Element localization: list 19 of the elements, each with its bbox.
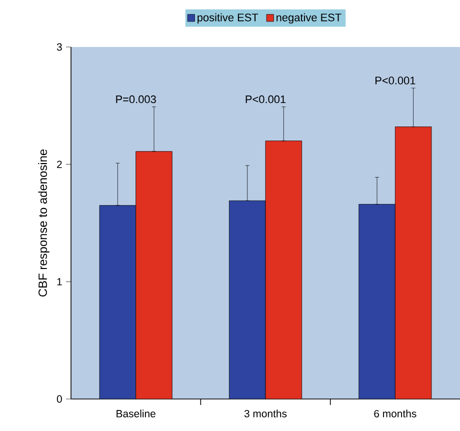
bar bbox=[99, 205, 136, 399]
y-tick-label: 1 bbox=[57, 278, 62, 286]
annotation: P=0.003 bbox=[116, 95, 156, 104]
bar bbox=[265, 140, 302, 399]
x-tick-label: 3 months bbox=[244, 410, 287, 418]
y-tick-label: 2 bbox=[57, 160, 62, 168]
x-tick-label: Baseline bbox=[116, 410, 156, 418]
bar bbox=[358, 204, 396, 399]
legend-label: negative EST bbox=[276, 13, 342, 24]
bar bbox=[228, 200, 266, 399]
y-tick-label: 3 bbox=[56, 43, 62, 51]
y-axis-title: CBF response to adenosine bbox=[38, 149, 50, 296]
annotation: P<0.001 bbox=[246, 95, 286, 104]
bar bbox=[394, 126, 432, 399]
bar bbox=[136, 151, 172, 399]
legend-label: positive EST bbox=[198, 13, 258, 24]
annotation: P<0.001 bbox=[376, 76, 416, 84]
y-tick-label: 0 bbox=[56, 395, 62, 403]
x-tick-label: 6 months bbox=[374, 410, 416, 418]
